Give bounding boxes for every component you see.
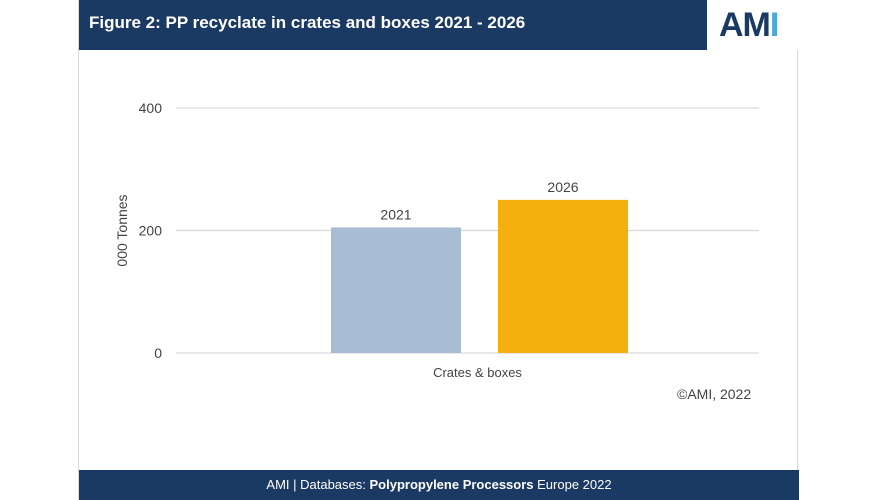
y-tick-label: 200 — [139, 223, 163, 239]
footer-product: Polypropylene Processors — [369, 477, 534, 492]
header-bar: Figure 2: PP recyclate in crates and box… — [79, 0, 799, 50]
logo-i-text: I — [769, 6, 780, 44]
bar-2026 — [498, 199, 628, 353]
figure-frame: Figure 2: PP recyclate in crates and box… — [78, 0, 799, 500]
bar-chart: 0 200 400 2021 2026 000 Tonnes Crates & box… — [114, 100, 759, 380]
data-label-2021: 2021 — [380, 206, 411, 222]
bars — [331, 199, 628, 353]
logo-am-text: AM — [719, 6, 771, 44]
bar-2021 — [331, 227, 461, 353]
footer-prefix: AMI | Databases: — [266, 477, 370, 492]
y-axis-label: 000 Tonnes — [114, 194, 130, 266]
y-tick-label: 0 — [154, 345, 162, 361]
ami-logo: AMI — [707, 0, 799, 50]
figure-title: Figure 2: PP recyclate in crates and box… — [89, 13, 526, 32]
x-category-label: Crates & boxes — [433, 365, 522, 380]
footer-bar: AMI | Databases: Polypropylene Processor… — [79, 470, 799, 500]
grid-lines — [176, 107, 759, 354]
footer-suffix: Europe 2022 — [533, 477, 612, 492]
data-labels: 2021 2026 — [380, 179, 578, 223]
copyright-note: ©AMI, 2022 — [677, 386, 752, 402]
data-label-2026: 2026 — [547, 179, 578, 195]
y-tick-label: 400 — [139, 100, 163, 116]
y-tick-labels: 0 200 400 — [139, 100, 163, 361]
